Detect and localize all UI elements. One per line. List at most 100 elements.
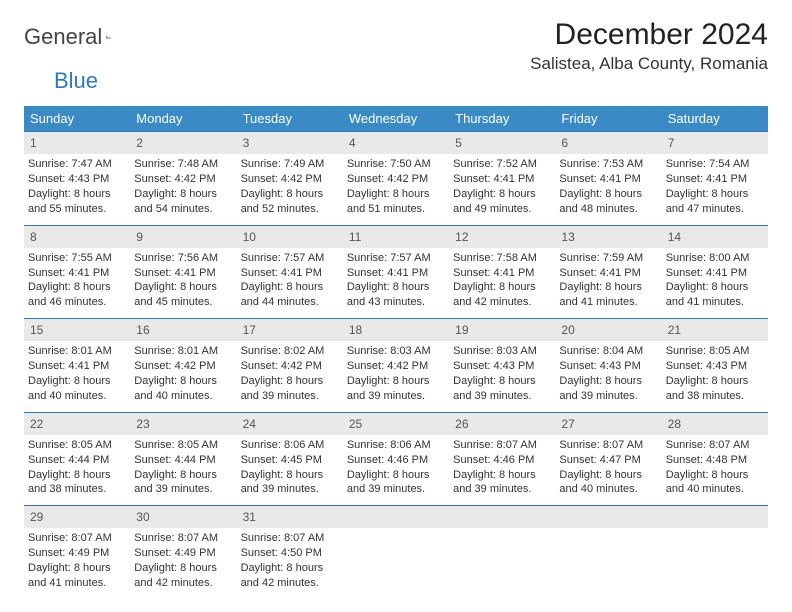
calendar-day: 19Sunrise: 8:03 AMSunset: 4:43 PMDayligh… [449, 318, 555, 412]
calendar-day: 6Sunrise: 7:53 AMSunset: 4:41 PMDaylight… [555, 131, 661, 225]
daylight-line: Daylight: 8 hours and 39 minutes. [134, 468, 232, 498]
logo-text-1: General [24, 24, 102, 50]
daylight-line: Daylight: 8 hours and 41 minutes. [559, 280, 657, 310]
daylight-line: Daylight: 8 hours and 47 minutes. [666, 187, 764, 217]
sunset-line: Sunset: 4:41 PM [666, 172, 764, 187]
sunset-line: Sunset: 4:43 PM [559, 359, 657, 374]
daylight-line: Daylight: 8 hours and 39 minutes. [453, 374, 551, 404]
calendar-day: 12Sunrise: 7:58 AMSunset: 4:41 PMDayligh… [449, 225, 555, 319]
day-number: 21 [662, 318, 768, 341]
sunset-line: Sunset: 4:46 PM [453, 453, 551, 468]
sunrise-line: Sunrise: 8:03 AM [453, 344, 551, 359]
daylight-line: Daylight: 8 hours and 40 minutes. [28, 374, 126, 404]
sunrise-line: Sunrise: 8:05 AM [28, 438, 126, 453]
sunrise-line: Sunrise: 8:05 AM [134, 438, 232, 453]
day-number: 3 [237, 131, 343, 154]
daylight-line: Daylight: 8 hours and 39 minutes. [241, 468, 339, 498]
sunset-line: Sunset: 4:41 PM [453, 172, 551, 187]
calendar-day: 21Sunrise: 8:05 AMSunset: 4:43 PMDayligh… [662, 318, 768, 412]
sunset-line: Sunset: 4:41 PM [28, 359, 126, 374]
calendar-day: 28Sunrise: 8:07 AMSunset: 4:48 PMDayligh… [662, 412, 768, 506]
month-title: December 2024 [530, 18, 768, 52]
sunset-line: Sunset: 4:42 PM [241, 172, 339, 187]
calendar-day: 30Sunrise: 8:07 AMSunset: 4:49 PMDayligh… [130, 505, 236, 599]
sunset-line: Sunset: 4:41 PM [134, 266, 232, 281]
calendar-day: 11Sunrise: 7:57 AMSunset: 4:41 PMDayligh… [343, 225, 449, 319]
daylight-line: Daylight: 8 hours and 42 minutes. [241, 561, 339, 591]
day-number: 20 [555, 318, 661, 341]
day-number: 29 [24, 505, 130, 528]
sunrise-line: Sunrise: 7:58 AM [453, 251, 551, 266]
daylight-line: Daylight: 8 hours and 40 minutes. [666, 468, 764, 498]
day-number: 30 [130, 505, 236, 528]
daylight-line: Daylight: 8 hours and 38 minutes. [666, 374, 764, 404]
sunrise-line: Sunrise: 7:48 AM [134, 157, 232, 172]
sunset-line: Sunset: 4:42 PM [241, 359, 339, 374]
day-number: 16 [130, 318, 236, 341]
day-number: 26 [449, 412, 555, 435]
daylight-line: Daylight: 8 hours and 39 minutes. [347, 374, 445, 404]
daylight-line: Daylight: 8 hours and 55 minutes. [28, 187, 126, 217]
sunset-line: Sunset: 4:47 PM [559, 453, 657, 468]
calendar-day [449, 505, 555, 599]
calendar-day: 15Sunrise: 8:01 AMSunset: 4:41 PMDayligh… [24, 318, 130, 412]
sunrise-line: Sunrise: 8:06 AM [241, 438, 339, 453]
sunset-line: Sunset: 4:42 PM [134, 172, 232, 187]
calendar-day: 16Sunrise: 8:01 AMSunset: 4:42 PMDayligh… [130, 318, 236, 412]
dow-friday: Friday [555, 106, 661, 131]
sunrise-line: Sunrise: 8:00 AM [666, 251, 764, 266]
dow-sunday: Sunday [24, 106, 130, 131]
day-number: 11 [343, 225, 449, 248]
calendar-day: 17Sunrise: 8:02 AMSunset: 4:42 PMDayligh… [237, 318, 343, 412]
calendar-day: 13Sunrise: 7:59 AMSunset: 4:41 PMDayligh… [555, 225, 661, 319]
calendar-day [555, 505, 661, 599]
calendar-day: 1Sunrise: 7:47 AMSunset: 4:43 PMDaylight… [24, 131, 130, 225]
calendar-week: 22Sunrise: 8:05 AMSunset: 4:44 PMDayligh… [24, 412, 768, 506]
calendar-week: 29 Sunrise: 8:07 AM Sunset: 4:49 PM Dayligh… [24, 505, 768, 599]
day-number: 2 [130, 131, 236, 154]
day-number: 17 [237, 318, 343, 341]
day-number: 7 [662, 131, 768, 154]
logo-sail-icon [106, 26, 111, 48]
calendar-day: 7 Sunrise: 7:54 AMSunset: 4:41 PMDaylight… [662, 131, 768, 225]
day-number: 5 [449, 131, 555, 154]
sunrise-line: Sunrise: 7:57 AM [241, 251, 339, 266]
sunset-line: Sunset: 4:42 PM [134, 359, 232, 374]
daylight-line: Daylight: 8 hours and 44 minutes. [241, 280, 339, 310]
day-number: 8 [24, 225, 130, 248]
calendar-day [662, 505, 768, 599]
sunrise-line: Sunrise: 7:56 AM [134, 251, 232, 266]
sunset-line: Sunset: 4:48 PM [666, 453, 764, 468]
daylight-line: Daylight: 8 hours and 38 minutes. [28, 468, 126, 498]
day-number: 9 [130, 225, 236, 248]
sunrise-line: Sunrise: 8:07 AM [241, 531, 339, 546]
sunset-line: Sunset: 4:42 PM [347, 359, 445, 374]
day-number: 13 [555, 225, 661, 248]
sunrise-line: Sunrise: 7:54 AM [666, 157, 764, 172]
sunset-line: Sunset: 4:44 PM [28, 453, 126, 468]
day-number: 6 [555, 131, 661, 154]
sunset-line: Sunset: 4:43 PM [666, 359, 764, 374]
dow-tuesday: Tuesday [237, 106, 343, 131]
day-number: 23 [130, 412, 236, 435]
day-number: 4 [343, 131, 449, 154]
day-number: 24 [237, 412, 343, 435]
calendar-day: 2Sunrise: 7:48 AMSunset: 4:42 PMDaylight… [130, 131, 236, 225]
daylight-line: Daylight: 8 hours and 41 minutes. [666, 280, 764, 310]
logo-text-2: Blue [24, 68, 98, 94]
calendar-day [343, 505, 449, 599]
day-of-week-header: Sunday Monday Tuesday Wednesday Thursday… [24, 106, 768, 131]
day-number: 31 [237, 505, 343, 528]
sunset-line: Sunset: 4:41 PM [347, 266, 445, 281]
daylight-line: Daylight: 8 hours and 40 minutes. [134, 374, 232, 404]
day-number: 10 [237, 225, 343, 248]
daylight-line: Daylight: 8 hours and 48 minutes. [559, 187, 657, 217]
day-number [449, 505, 555, 528]
logo: General [24, 18, 132, 50]
dow-monday: Monday [130, 106, 236, 131]
calendar-day: 10Sunrise: 7:57 AMSunset: 4:41 PMDayligh… [237, 225, 343, 319]
sunset-line: Sunset: 4:49 PM [28, 546, 126, 561]
sunset-line: Sunset: 4:49 PM [134, 546, 232, 561]
dow-thursday: Thursday [449, 106, 555, 131]
sunrise-line: Sunrise: 8:07 AM [559, 438, 657, 453]
